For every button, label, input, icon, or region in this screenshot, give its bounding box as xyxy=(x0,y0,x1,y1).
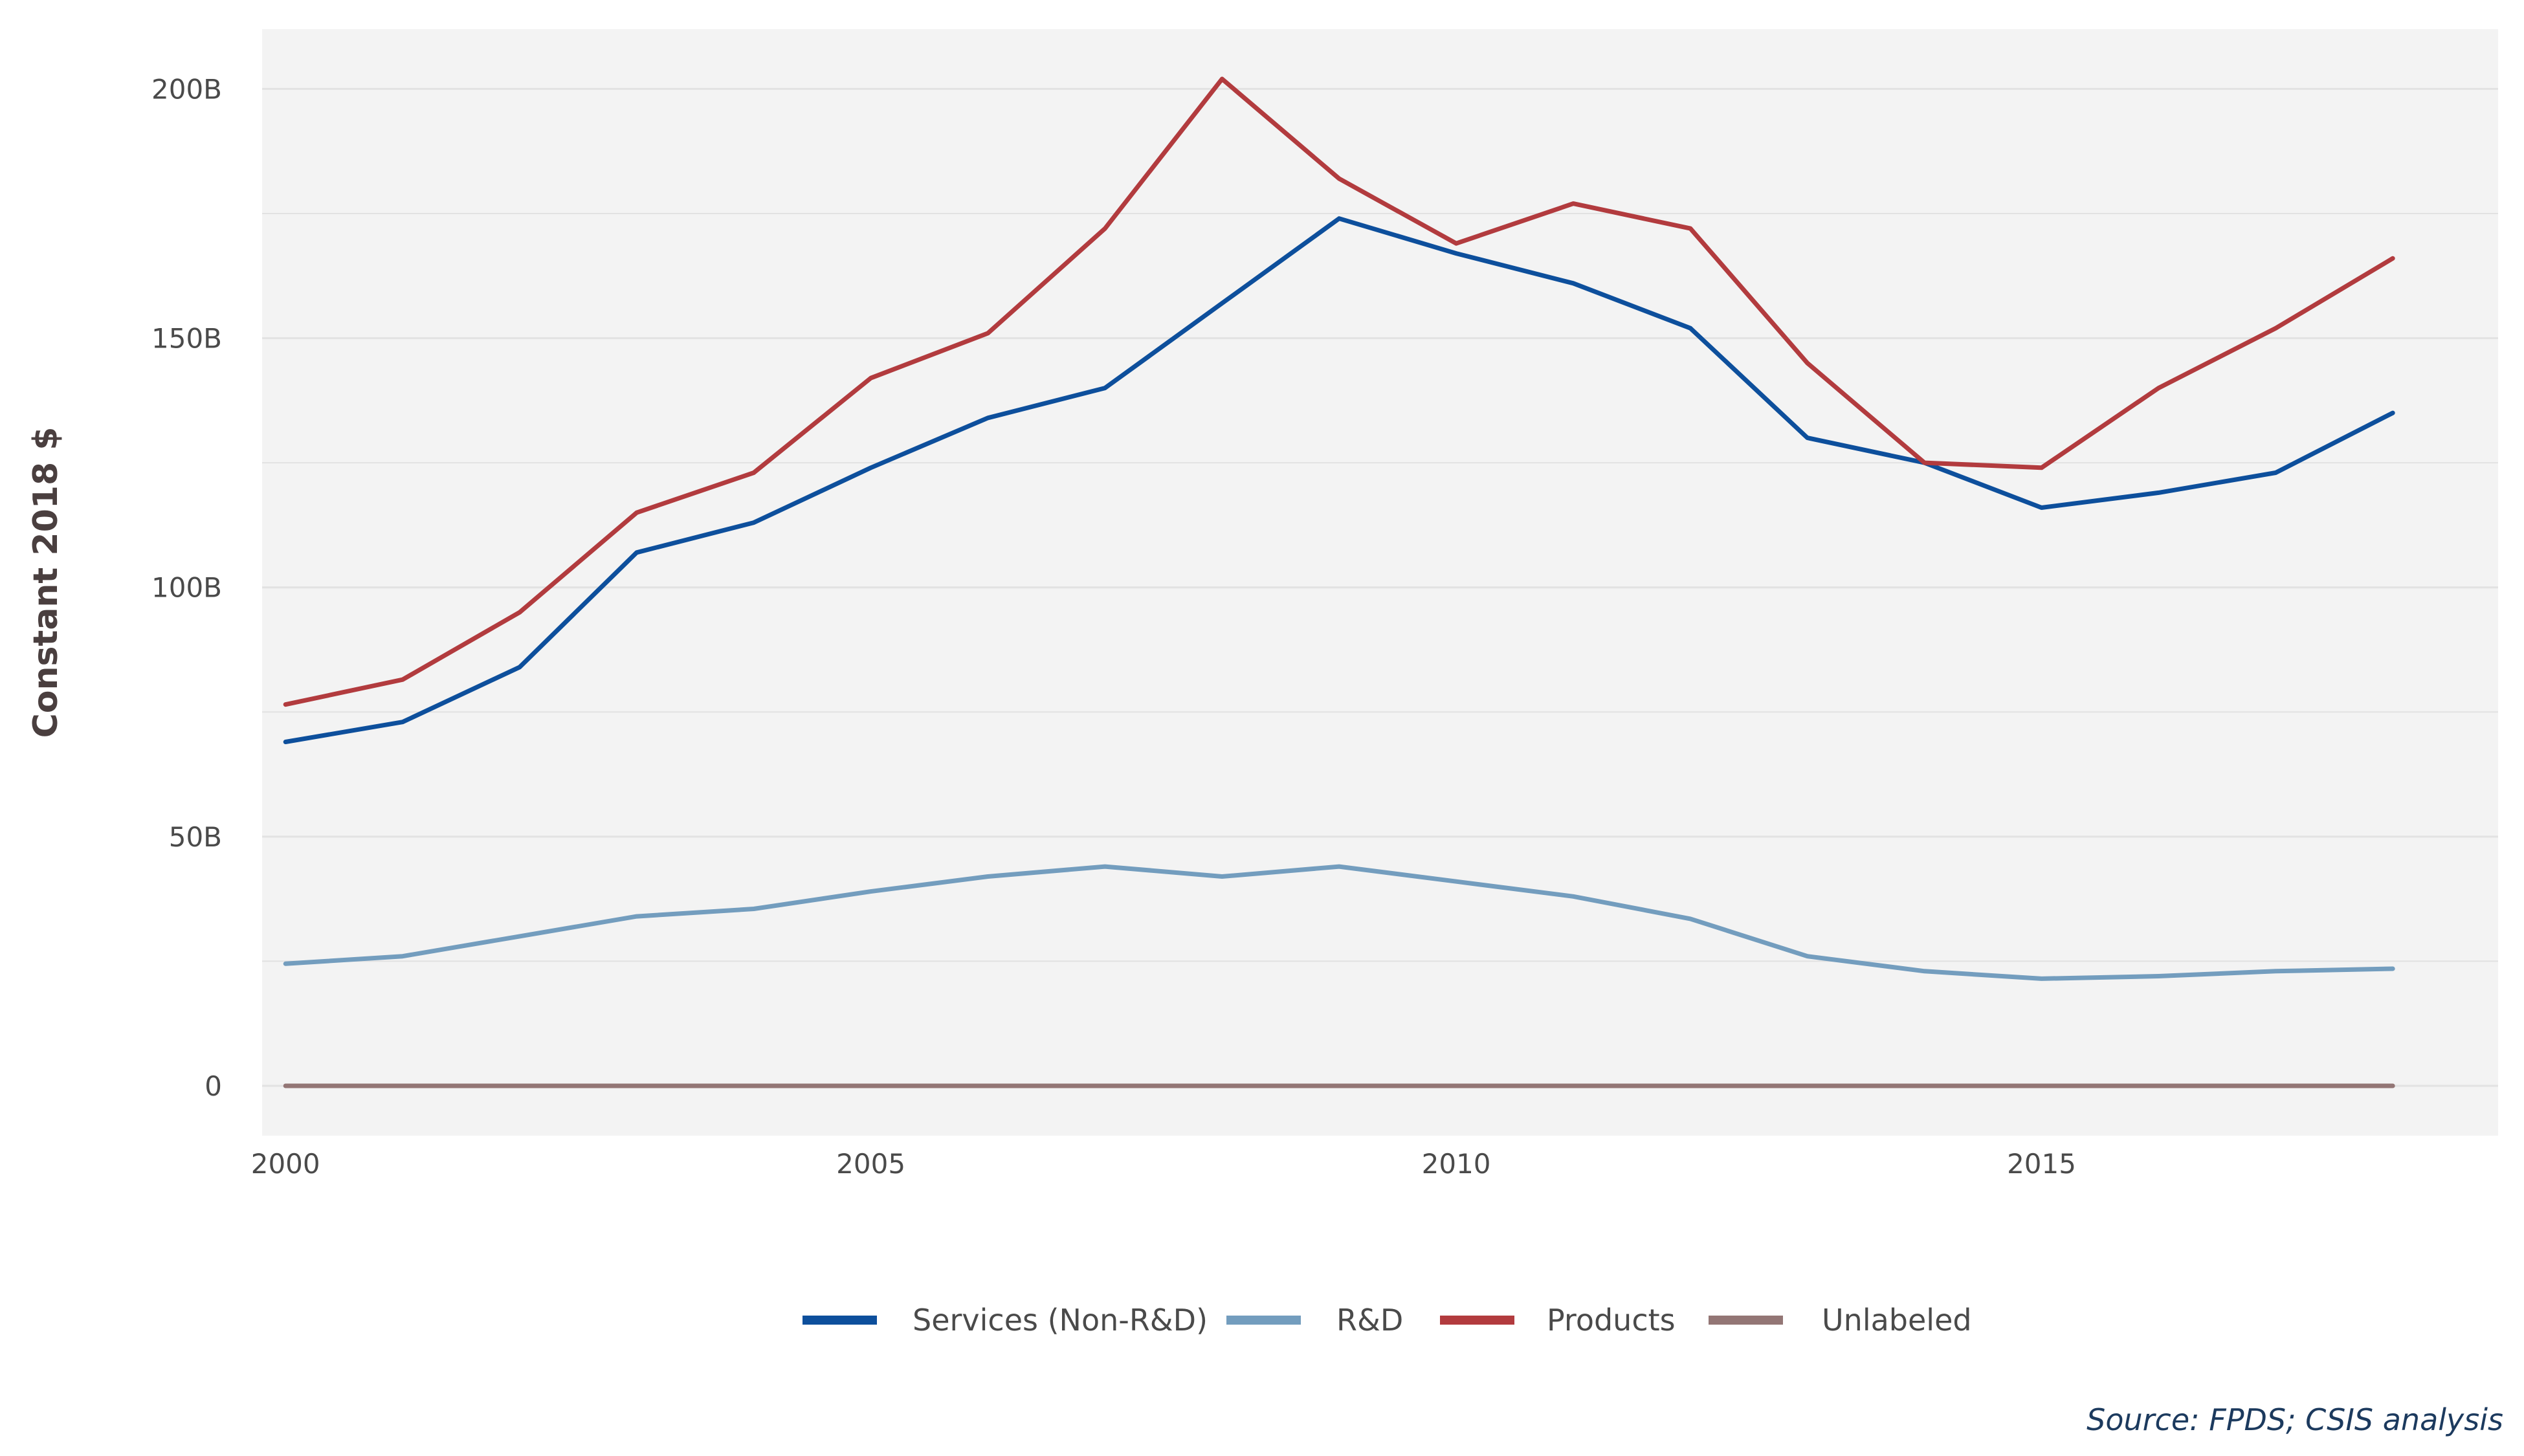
y-axis-ticks: 0 50B 100B 150B 200B xyxy=(151,73,222,1102)
y-tick-label: 150B xyxy=(151,323,222,355)
plot-panel xyxy=(262,29,2498,1136)
series-line-r-d xyxy=(283,864,2395,981)
x-tick-label: 2000 xyxy=(251,1148,320,1180)
source-note: Source: FPDS; CSIS analysis xyxy=(2087,1402,2503,1437)
series-lines xyxy=(283,76,2395,1088)
y-tick-label: 50B xyxy=(169,821,222,853)
legend-label: R&D xyxy=(1336,1303,1403,1338)
series-line-products xyxy=(283,76,2395,707)
x-tick-label: 2005 xyxy=(836,1148,905,1180)
legend-label: Unlabeled xyxy=(1822,1303,1972,1338)
y-tick-label: 0 xyxy=(205,1070,222,1102)
legend-label: Services (Non-R&D) xyxy=(913,1303,1208,1338)
x-tick-label: 2015 xyxy=(2007,1148,2076,1180)
x-axis-ticks: 2000 2005 2010 2015 xyxy=(251,1148,2076,1180)
y-tick-label: 200B xyxy=(151,73,222,105)
y-tick-label: 100B xyxy=(151,572,222,604)
legend-label: Products xyxy=(1547,1303,1676,1338)
legend: Services (Non-R&D) R&D Products Unlabeled xyxy=(803,1303,1972,1338)
x-tick-label: 2010 xyxy=(1422,1148,1491,1180)
y-axis-title: Constant 2018 $ xyxy=(27,427,65,738)
series-line-services-non-r-d xyxy=(283,216,2395,744)
